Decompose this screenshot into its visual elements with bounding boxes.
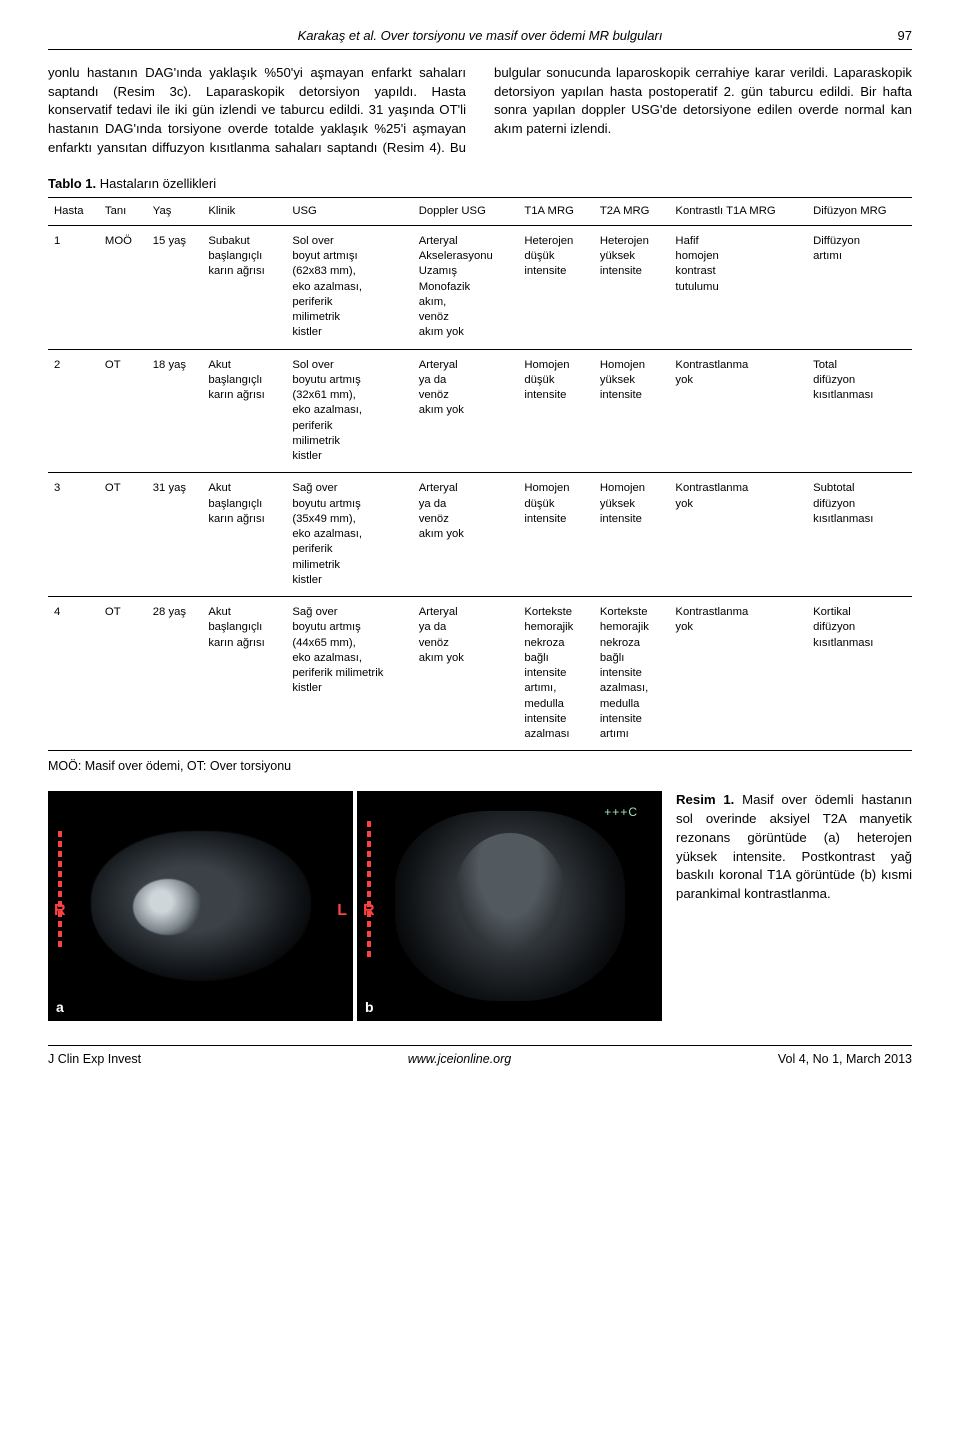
figure-panel-b: R +++C b	[357, 791, 662, 1021]
cell: Arteryal ya da venöz akım yok	[413, 597, 519, 751]
figure-caption: Resim 1. Masif over ödemli hastanın sol …	[676, 791, 912, 903]
panel-letter-a: a	[56, 999, 64, 1015]
figure-panel-a: R L a	[48, 791, 353, 1021]
cell: Subtotal difüzyon kısıtlanması	[807, 473, 912, 597]
cell: Homojen yüksek intensite	[594, 349, 670, 473]
cell: Heterojen düşük intensite	[518, 225, 594, 349]
cell: Arteryal Akselerasyonu Uzamış Monofazik …	[413, 225, 519, 349]
cell: Hafif homojen kontrast tutulumu	[669, 225, 807, 349]
cell: Kontrastlanma yok	[669, 473, 807, 597]
col-kontrast: Kontrastlı T1A MRG	[669, 197, 807, 225]
table-row: 3 OT 31 yaş Akut başlangıçlı karın ağrıs…	[48, 473, 912, 597]
cell: 28 yaş	[147, 597, 203, 751]
cell: Arteryal ya da venöz akım yok	[413, 473, 519, 597]
cell: Akut başlangıçlı karın ağrısı	[202, 597, 286, 751]
cell: Sol over boyut artmışı (62x83 mm), eko a…	[286, 225, 412, 349]
orientation-R: R	[363, 902, 375, 920]
footer-mid: www.jceionline.org	[408, 1052, 512, 1066]
table-row: 1 MOÖ 15 yaş Subakut başlangıçlı karın a…	[48, 225, 912, 349]
figure-panels: R L a R +++C b	[48, 791, 662, 1021]
col-difuzyon: Difüzyon MRG	[807, 197, 912, 225]
cell: MOÖ	[99, 225, 147, 349]
cell: Homojen düşük intensite	[518, 349, 594, 473]
cell: Kontrastlanma yok	[669, 597, 807, 751]
header-rule	[48, 49, 912, 50]
cell: Subakut başlangıçlı karın ağrısı	[202, 225, 286, 349]
figure-caption-bold: Resim 1.	[676, 792, 734, 807]
table-row: 2 OT 18 yaş Akut başlangıçlı karın ağrıs…	[48, 349, 912, 473]
footer-right: Vol 4, No 1, March 2013	[778, 1052, 912, 1066]
cell: OT	[99, 349, 147, 473]
figure-1: R L a R +++C b Resim 1. Masif over ödeml…	[48, 791, 912, 1021]
cell: Akut başlangıçlı karın ağrısı	[202, 473, 286, 597]
cell: Kortekste hemorajik nekroza bağlı intens…	[518, 597, 594, 751]
cell: Homojen düşük intensite	[518, 473, 594, 597]
cell: Heterojen yüksek intensite	[594, 225, 670, 349]
orientation-R: R	[54, 902, 66, 920]
contrast-marker: +++C	[604, 805, 638, 819]
cell: Sağ over boyutu artmış (35x49 mm), eko a…	[286, 473, 412, 597]
panel-letter-b: b	[365, 999, 374, 1015]
cell: 31 yaş	[147, 473, 203, 597]
cell: Kortekste hemorajik nekroza bağlı intens…	[594, 597, 670, 751]
table-footnote: MOÖ: Masif over ödemi, OT: Over torsiyon…	[48, 759, 912, 773]
figure-caption-rest: Masif over ödemli hastanın sol overinde …	[676, 792, 912, 901]
cell: OT	[99, 473, 147, 597]
table-header-row: Hasta Tanı Yaş Klinik USG Doppler USG T1…	[48, 197, 912, 225]
cell: 2	[48, 349, 99, 473]
col-doppler: Doppler USG	[413, 197, 519, 225]
col-hasta: Hasta	[48, 197, 99, 225]
col-t2a: T2A MRG	[594, 197, 670, 225]
running-head: Karakaş et al. Over torsiyonu ve masif o…	[48, 28, 912, 43]
cell: OT	[99, 597, 147, 751]
scale-bar-icon	[367, 821, 371, 961]
page-number: 97	[898, 28, 912, 43]
cell: Sağ over boyutu artmış (44x65 mm), eko a…	[286, 597, 412, 751]
footer-left: J Clin Exp Invest	[48, 1052, 141, 1066]
table-caption: Tablo 1. Hastaların özellikleri	[48, 176, 912, 191]
table-row: 4 OT 28 yaş Akut başlangıçlı karın ağrıs…	[48, 597, 912, 751]
col-tani: Tanı	[99, 197, 147, 225]
cell: Homojen yüksek intensite	[594, 473, 670, 597]
body-paragraph: yonlu hastanın DAG'ında yaklaşık %50'yi …	[48, 64, 912, 158]
cell: Arteryal ya da venöz akım yok	[413, 349, 519, 473]
cell: Total difüzyon kısıtlanması	[807, 349, 912, 473]
col-yas: Yaş	[147, 197, 203, 225]
cell: Kortikal difüzyon kısıtlanması	[807, 597, 912, 751]
table-caption-rest: Hastaların özellikleri	[96, 176, 216, 191]
cell: Kontrastlanma yok	[669, 349, 807, 473]
patients-table: Hasta Tanı Yaş Klinik USG Doppler USG T1…	[48, 197, 912, 752]
col-usg: USG	[286, 197, 412, 225]
cell: Akut başlangıçlı karın ağrısı	[202, 349, 286, 473]
cell: 15 yaş	[147, 225, 203, 349]
cell: 4	[48, 597, 99, 751]
cell: Sol over boyutu artmış (32x61 mm), eko a…	[286, 349, 412, 473]
scale-bar-icon	[58, 831, 62, 951]
col-t1a: T1A MRG	[518, 197, 594, 225]
cell: 1	[48, 225, 99, 349]
orientation-L: L	[337, 902, 347, 920]
cell: 18 yaş	[147, 349, 203, 473]
page-footer: J Clin Exp Invest www.jceionline.org Vol…	[48, 1045, 912, 1066]
cell: Diffüzyon artımı	[807, 225, 912, 349]
col-klinik: Klinik	[202, 197, 286, 225]
table-caption-bold: Tablo 1.	[48, 176, 96, 191]
cell: 3	[48, 473, 99, 597]
